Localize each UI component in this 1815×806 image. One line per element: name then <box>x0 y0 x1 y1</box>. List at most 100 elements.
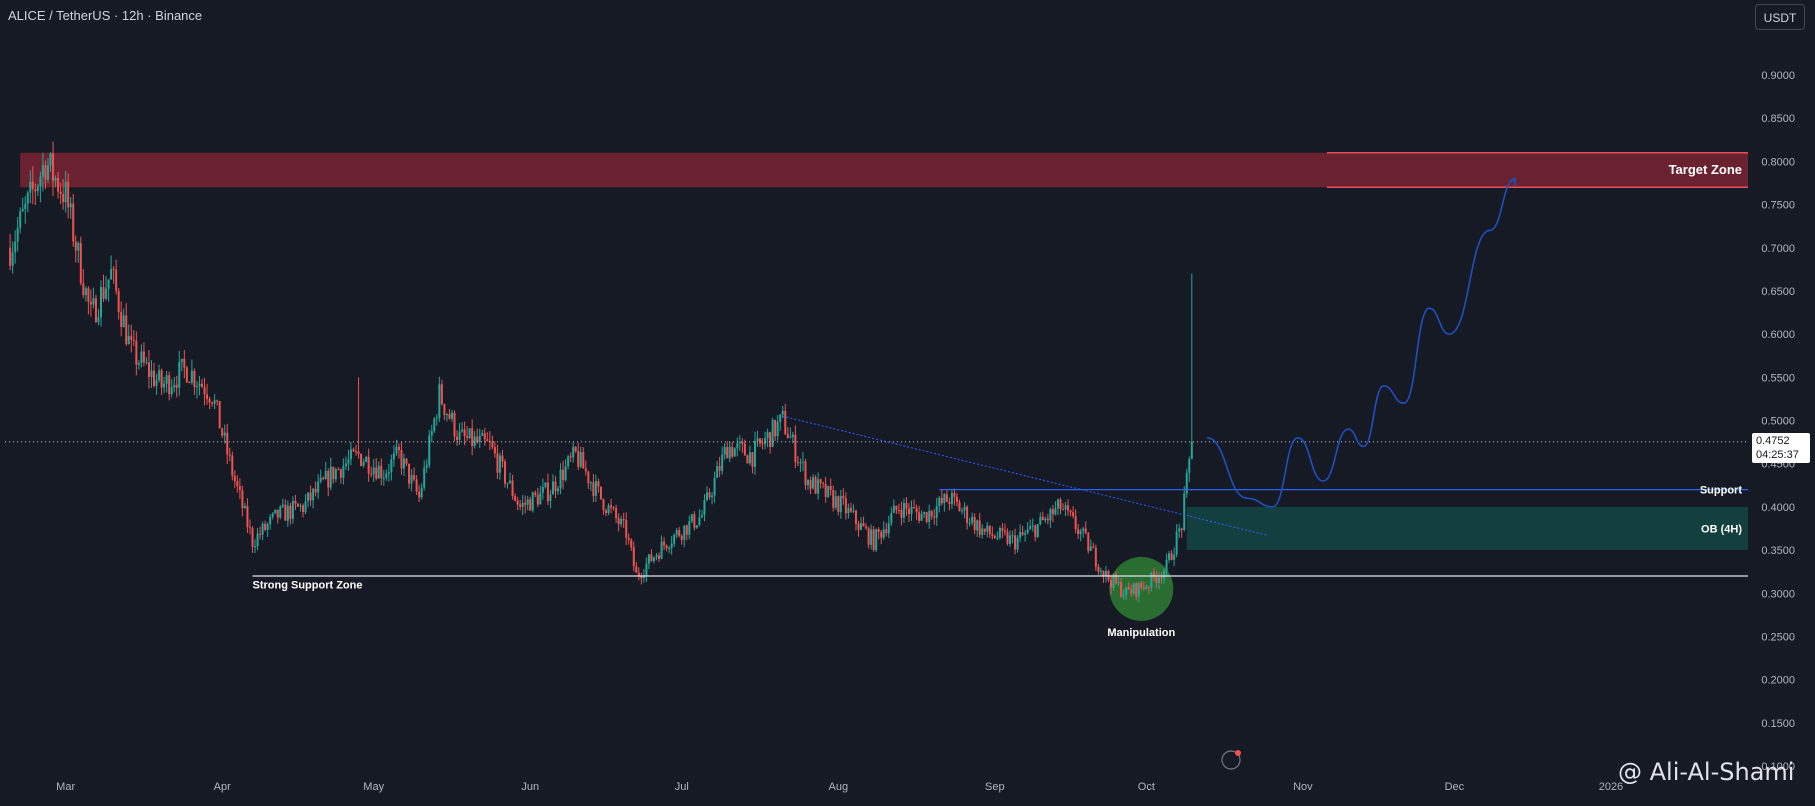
candle-body <box>173 384 176 388</box>
candle-body <box>453 412 456 437</box>
candle-body <box>562 469 565 481</box>
candle-body <box>733 448 736 457</box>
candle-body <box>165 375 168 384</box>
candle-body <box>1064 505 1067 510</box>
candle-body <box>153 370 156 386</box>
candle-body <box>1155 577 1158 583</box>
candle-body <box>544 482 547 487</box>
candle-body <box>938 497 941 506</box>
candle-body <box>216 400 219 402</box>
candle-body <box>1165 559 1168 571</box>
candle-body <box>695 525 698 528</box>
watermark-text: @ Ali-Al-Shami <box>1618 758 1795 786</box>
candle-body <box>281 504 284 507</box>
candle-body <box>1130 589 1133 594</box>
candle-body <box>314 488 317 493</box>
candle-body <box>640 576 643 579</box>
candle-body <box>973 516 976 531</box>
candle-body <box>786 434 789 438</box>
currency-button[interactable]: USDT <box>1755 4 1805 30</box>
candle-body <box>198 383 201 387</box>
candle-body <box>632 547 635 567</box>
candle-body <box>261 523 264 535</box>
candle-body <box>910 506 913 514</box>
candle-body <box>708 492 711 498</box>
candle-body <box>413 475 416 480</box>
candle-body <box>776 421 779 437</box>
candle-body <box>493 447 496 454</box>
candle-body <box>329 466 332 488</box>
candle-body <box>266 524 269 530</box>
candle-body <box>991 534 994 537</box>
candle-body <box>132 339 135 341</box>
candle-body <box>807 480 809 486</box>
candle-body <box>1054 508 1057 515</box>
price-tick-label: 0.6500 <box>1761 286 1795 298</box>
candle-body <box>988 525 991 535</box>
candle-body <box>448 414 451 419</box>
candle-body <box>309 492 312 501</box>
candle-body <box>743 443 746 456</box>
candle-body <box>986 525 989 532</box>
candle-body <box>450 412 453 419</box>
candle-body <box>110 268 113 280</box>
price-axis[interactable]: 0.1000 0.1500 0.2000 0.2500 0.3000 0.3500 0.40… <box>1749 0 1815 801</box>
candle-body <box>1084 528 1087 533</box>
candle-body <box>1062 509 1065 511</box>
candle-body <box>155 380 158 386</box>
candle-body <box>784 410 787 435</box>
candle-body <box>819 479 822 483</box>
candle-body <box>248 527 251 529</box>
candle-body <box>410 475 413 484</box>
candle-body <box>945 494 948 502</box>
candle-body <box>574 447 577 452</box>
time-axis[interactable]: Mar Apr May Jun Jul Aug Sep Oct Nov Dec 2026 <box>56 750 1623 793</box>
candle-body <box>49 153 52 166</box>
candle-body <box>809 480 812 489</box>
candle-body <box>1059 499 1062 510</box>
candle-body <box>706 492 708 500</box>
candle-body <box>286 505 289 521</box>
candle-body <box>774 419 777 437</box>
candle-body <box>546 482 549 502</box>
candle-body <box>279 506 282 518</box>
candle-body <box>1112 574 1115 588</box>
candle-body <box>72 203 75 242</box>
candle-body <box>923 512 926 515</box>
candle-body <box>1049 509 1052 521</box>
time-tick-label: Jul <box>675 781 689 793</box>
price-axis-bg <box>1749 0 1815 801</box>
candle-body <box>188 382 191 384</box>
candle-body <box>736 443 739 449</box>
candle-body <box>526 499 529 505</box>
candle-body <box>1026 529 1029 533</box>
candle-body <box>981 528 984 535</box>
candle-body <box>925 512 928 522</box>
candle-body <box>895 505 898 510</box>
candle-body <box>663 541 666 546</box>
candle-body <box>1137 582 1140 597</box>
time-tick-label: Dec <box>1445 781 1465 793</box>
candle-body <box>953 493 956 497</box>
descending-trendline <box>782 415 1268 536</box>
candle-body <box>587 471 590 484</box>
candle-body <box>211 402 214 404</box>
events-flash-icon[interactable] <box>1221 750 1241 770</box>
candle-body <box>420 487 423 498</box>
candle-body <box>1006 532 1009 544</box>
candle-body <box>233 475 236 482</box>
candle-body <box>698 517 701 526</box>
candle-body <box>607 505 610 514</box>
candle-body <box>605 510 607 514</box>
candle-body <box>228 454 231 456</box>
candle-body <box>635 566 638 573</box>
candle-body <box>67 181 70 208</box>
annotation-label: Support <box>1700 485 1742 497</box>
candle-body <box>849 508 852 512</box>
candle-body <box>506 483 509 485</box>
candle-body <box>19 211 22 228</box>
candle-body <box>246 505 249 528</box>
candle-body <box>781 410 784 415</box>
